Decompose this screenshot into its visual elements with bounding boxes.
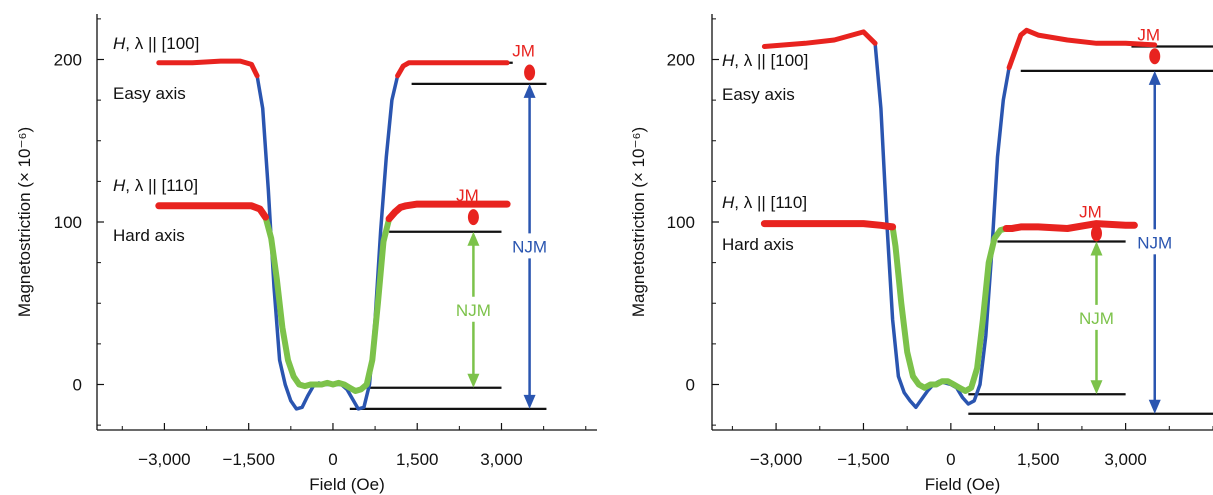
x-tick-label: 0	[946, 450, 955, 469]
lambda-symbol: , λ	[734, 193, 752, 212]
series-green-saturated-segment	[155, 202, 269, 221]
y-tick-label: 200	[667, 51, 695, 70]
orientation-label: H, λ || [100]	[722, 51, 808, 70]
field-symbol: H	[113, 176, 126, 195]
njm-label-bg	[449, 296, 498, 322]
series-green-saturated-segment	[385, 200, 511, 223]
njm-arrow-head-down	[1148, 399, 1161, 414]
left-panel: 0 100 200 −3,000 −1,500 0 1,500 3,000 Field (Oe)…	[15, 14, 597, 494]
x-tick-label: −3,000	[750, 450, 802, 469]
x-tick-label: 0	[328, 450, 337, 469]
right-panel: 0 100 200 −3,000 −1,500 0 1,500 3,000 Field (Oe)…	[629, 14, 1213, 494]
njm-arrow-head-up	[523, 83, 536, 98]
axis-type-label: Hard axis	[722, 235, 794, 254]
njm-label-bg	[1130, 229, 1179, 255]
njm-label: NJM	[1079, 309, 1114, 328]
x-axis-title: Field (Oe)	[925, 475, 1001, 494]
njm-label: NJM	[1137, 233, 1172, 252]
njm-label-bg	[1072, 304, 1121, 330]
y-tick-label: 100	[667, 213, 695, 232]
x-tick-label: 1,500	[396, 450, 439, 469]
y-tick-label: 0	[73, 376, 82, 395]
x-tick-label: 1,500	[1017, 450, 1060, 469]
jm-marker	[524, 64, 536, 81]
direction-label: || [100]	[752, 51, 808, 70]
jm-marker	[1149, 48, 1161, 65]
series-blue-saturated-segment	[156, 58, 260, 79]
jm-label: JM	[1137, 25, 1160, 44]
field-symbol: H	[113, 34, 126, 53]
series-blue-curve	[157, 59, 509, 411]
series-blue-saturated-segment	[395, 60, 510, 79]
orientation-label: H, λ || [110]	[722, 193, 807, 212]
y-tick-label: 200	[54, 51, 82, 70]
njm-label: NJM	[456, 301, 491, 320]
jm-label: JM	[512, 42, 535, 61]
direction-label: || [110]	[752, 193, 807, 212]
njm-arrow-head-up	[1090, 241, 1103, 256]
axis-type-label: Easy axis	[113, 84, 186, 103]
njm-arrow-head-down	[523, 394, 536, 409]
lambda-symbol: , λ	[125, 176, 143, 195]
njm-label-bg	[505, 233, 554, 259]
y-axis-title: Magnetostriction (× 10⁻⁶)	[629, 127, 648, 317]
jm-label: JM	[456, 186, 479, 205]
field-symbol: H	[722, 51, 735, 70]
y-tick-label: 100	[54, 213, 82, 232]
lambda-symbol: , λ	[734, 51, 752, 70]
jm-label: JM	[1079, 202, 1102, 221]
axis-type-label: Hard axis	[113, 226, 185, 245]
direction-label: || [110]	[143, 176, 198, 195]
x-tick-label: −1,500	[837, 450, 889, 469]
njm-arrow-head-up	[1148, 70, 1161, 85]
orientation-label: H, λ || [100]	[113, 34, 199, 53]
series-green-saturated-segment	[1002, 220, 1138, 232]
njm-arrow-head-up	[467, 231, 480, 246]
y-tick-label: 0	[686, 376, 695, 395]
orientation-label: H, λ || [110]	[113, 176, 198, 195]
y-axis-title: Magnetostriction (× 10⁻⁶)	[15, 127, 34, 317]
x-tick-label: −1,500	[222, 450, 274, 469]
x-axis-title: Field (Oe)	[309, 475, 385, 494]
series-green-saturated-segment	[760, 220, 897, 231]
axis-type-label: Easy axis	[722, 85, 795, 104]
field-symbol: H	[722, 193, 735, 212]
njm-label: NJM	[512, 237, 547, 256]
njm-arrow-head-down	[467, 373, 480, 388]
series-blue-saturated-segment	[761, 29, 878, 49]
lambda-symbol: , λ	[125, 34, 143, 53]
x-tick-label: 3,000	[1104, 450, 1147, 469]
jm-marker	[467, 209, 479, 226]
jm-marker	[1090, 225, 1102, 242]
x-tick-label: 3,000	[480, 450, 523, 469]
x-tick-label: −3,000	[138, 450, 190, 469]
njm-arrow-head-down	[1090, 380, 1103, 395]
series-blue-saturated-segment	[1006, 27, 1158, 71]
direction-label: || [100]	[143, 34, 199, 53]
